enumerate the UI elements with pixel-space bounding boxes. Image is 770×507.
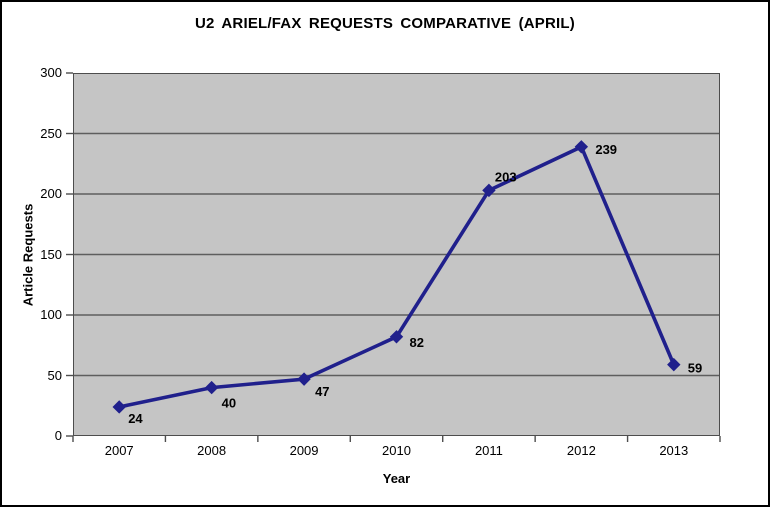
x-tick-label: 2008 — [197, 443, 227, 458]
data-point-label: 203 — [495, 169, 517, 184]
x-tick-label: 2010 — [382, 443, 411, 458]
data-point-marker — [204, 380, 219, 395]
data-point-marker — [574, 140, 589, 154]
y-tick-label: 100 — [40, 307, 62, 322]
x-axis-title: Year — [382, 471, 411, 486]
data-point-marker — [112, 400, 126, 414]
x-tick-label: 2009 — [289, 443, 319, 458]
x-tick-label: 2007 — [104, 443, 134, 458]
data-point-label: 24 — [128, 411, 143, 426]
y-tick-label: 50 — [47, 367, 62, 383]
data-point-marker — [297, 372, 311, 386]
y-tick-label: 200 — [40, 186, 62, 201]
series-line — [118, 144, 676, 409]
data-point-marker — [482, 183, 496, 198]
x-tick-label: 2012 — [566, 443, 596, 458]
y-tick-label: 150 — [40, 246, 62, 262]
y-tick-label: 300 — [40, 65, 62, 80]
data-point-marker — [667, 357, 681, 372]
y-tick-label: 250 — [40, 125, 62, 141]
x-tick-label: 2011 — [474, 443, 503, 458]
data-point-marker — [389, 330, 404, 344]
data-point-label: 47 — [315, 384, 329, 399]
data-point-label: 239 — [595, 142, 617, 157]
x-tick-label: 2013 — [659, 443, 689, 458]
data-point-label: 82 — [410, 335, 424, 350]
y-tick-label: 0 — [54, 428, 62, 443]
data-point-label: 59 — [688, 361, 702, 376]
chart-title: U2 ARIEL/FAX REQUESTS COMPARATIVE (APRIL… — [195, 15, 575, 32]
data-point-label: 40 — [222, 396, 236, 411]
